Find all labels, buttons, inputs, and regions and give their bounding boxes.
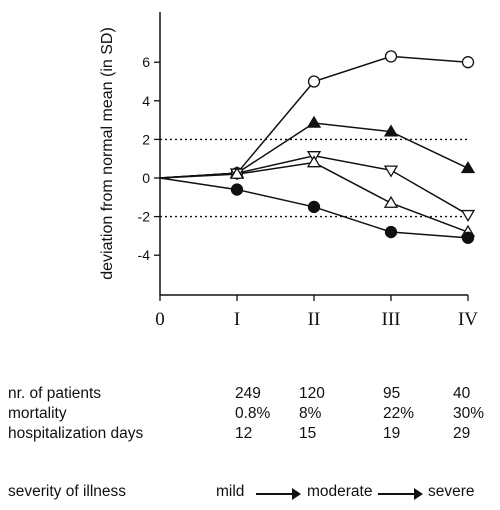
- y-tick-label: 6: [142, 54, 150, 70]
- y-axis-label: deviation from normal mean (in SD): [99, 27, 116, 280]
- data-point: [460, 161, 476, 174]
- cell: 19: [383, 425, 401, 442]
- cell: 40: [453, 385, 471, 402]
- severity-severe: severe: [428, 483, 475, 500]
- cell: 249: [235, 385, 261, 402]
- cell: 30%: [453, 405, 485, 422]
- x-tick-label: IV: [458, 309, 478, 330]
- cell: 12: [235, 425, 253, 442]
- data-point: [383, 165, 399, 178]
- data-point: [230, 183, 244, 196]
- x-tick-label: 0: [155, 309, 165, 330]
- row-label: nr. of patients: [8, 385, 102, 402]
- cell: 8%: [299, 405, 322, 422]
- cell: 22%: [383, 405, 415, 422]
- cell: 95: [383, 385, 401, 402]
- data-point: [307, 200, 321, 214]
- cell: 0.8%: [235, 405, 271, 422]
- y-tick-label: -2: [138, 209, 151, 225]
- cell: 15: [299, 425, 317, 442]
- data-point: [383, 195, 399, 208]
- data-point: [383, 124, 399, 137]
- data-point: [306, 115, 322, 128]
- x-tick-label: I: [234, 309, 240, 330]
- cell: 120: [299, 385, 325, 402]
- severity-label: severity of illness: [8, 483, 127, 500]
- y-tick-label: 4: [142, 93, 150, 109]
- series-line: [159, 122, 469, 179]
- severity-moderate: moderate: [307, 483, 373, 500]
- arrow-right-icon: [256, 488, 301, 500]
- x-tick-label: II: [308, 309, 321, 330]
- arrow-right-icon: [378, 488, 423, 500]
- series-line: [159, 161, 469, 233]
- data-point: [306, 155, 322, 168]
- row-label: mortality: [8, 405, 67, 422]
- data-point: [384, 225, 398, 239]
- row-label: hospitalization days: [8, 425, 144, 442]
- chart-axes: [154, 12, 469, 301]
- data-point: [384, 50, 398, 63]
- reference-lines: [160, 138, 468, 218]
- series-markers: [229, 50, 476, 244]
- x-tick-label: III: [382, 309, 401, 330]
- y-tick-label: 0: [142, 170, 150, 186]
- cell: 29: [453, 425, 471, 442]
- data-point: [307, 75, 321, 88]
- y-tick-label: -4: [138, 247, 151, 263]
- data-point: [460, 209, 476, 222]
- data-point: [461, 231, 475, 244]
- data-point: [461, 56, 475, 69]
- data-point: [229, 166, 245, 179]
- y-tick-label: 2: [142, 131, 150, 147]
- severity-mild: mild: [216, 483, 245, 500]
